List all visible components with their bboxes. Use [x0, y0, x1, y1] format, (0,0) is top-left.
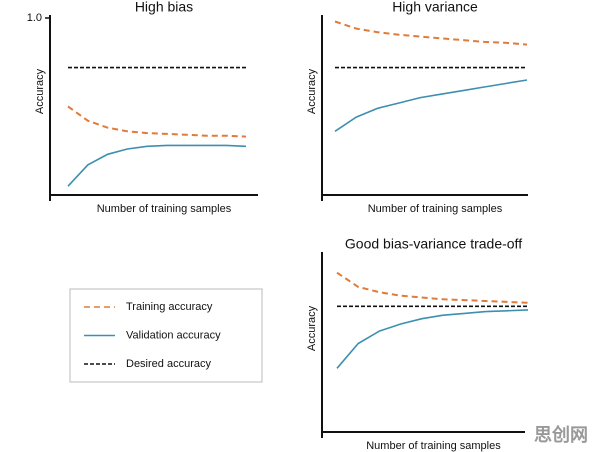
legend-label: Validation accuracy: [126, 329, 221, 341]
series-line: [334, 79, 528, 132]
chart-title: Good bias-variance trade-off: [345, 236, 522, 252]
chart-title: High bias: [135, 0, 193, 15]
y-tick-label: 1.0: [27, 12, 42, 24]
series-line: [334, 20, 528, 46]
legend-label: Desired accuracy: [126, 358, 211, 370]
x-axis-label: Number of training samples: [97, 203, 232, 215]
y-axis-label: Accuracy: [306, 68, 318, 114]
legend-label: Training accuracy: [126, 301, 213, 313]
series-line: [67, 105, 247, 138]
x-axis-label: Number of training samples: [366, 440, 501, 452]
chart-title: High variance: [392, 0, 478, 15]
series-line: [336, 271, 529, 304]
series-line: [336, 309, 529, 369]
series-line: [67, 144, 247, 187]
watermark: 思创网: [534, 424, 588, 445]
y-axis-label: Accuracy: [34, 68, 46, 114]
x-axis-label: Number of training samples: [368, 203, 503, 215]
y-axis-label: Accuracy: [306, 305, 318, 351]
